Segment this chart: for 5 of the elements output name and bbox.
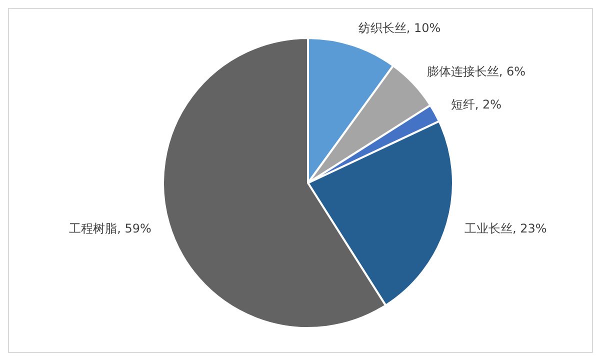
slice-label: 工业长丝, 23% bbox=[464, 222, 547, 236]
slice-label: 膨体连接长丝, 6% bbox=[426, 64, 526, 79]
slice-label: 短纤, 2% bbox=[450, 98, 502, 112]
slice-label: 纺织长丝, 10% bbox=[358, 21, 441, 36]
slice-label: 工程树脂, 59% bbox=[69, 222, 152, 236]
